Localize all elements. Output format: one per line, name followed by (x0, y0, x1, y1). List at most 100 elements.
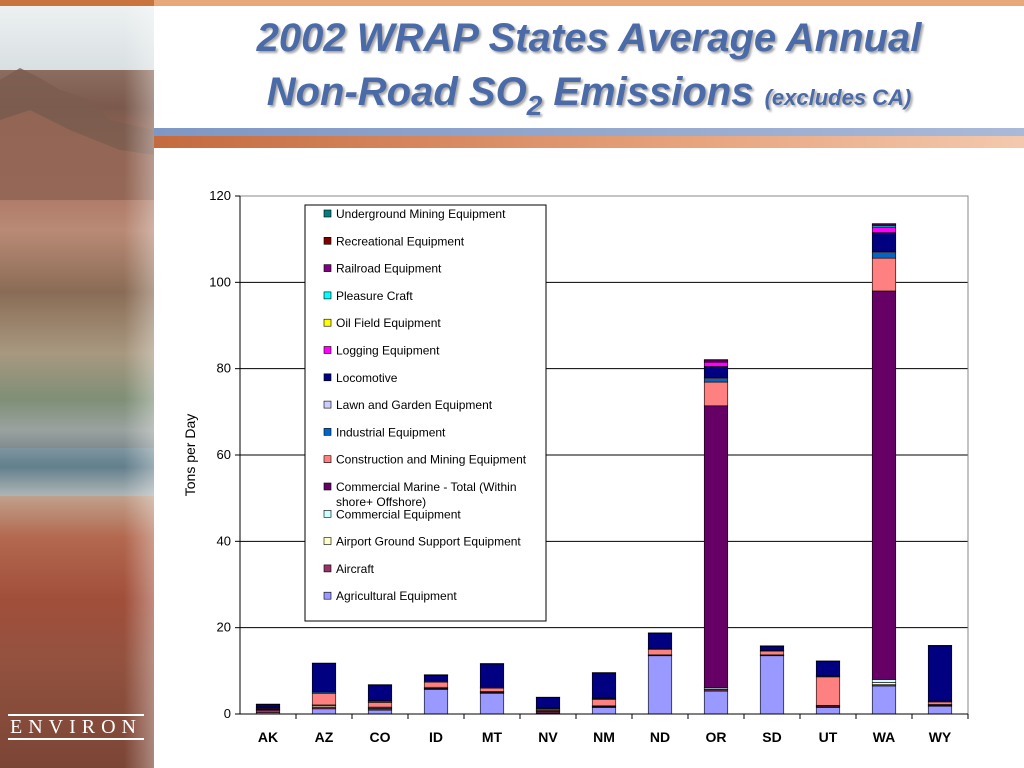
title-main: Non-Road SO (266, 70, 527, 114)
bar-segment (759, 650, 785, 656)
y-axis-label: Tons per Day (182, 414, 198, 496)
legend-swatch (323, 291, 332, 300)
bar-segment (311, 708, 337, 715)
legend-label: Commercial Marine - Total (Within shore+ … (336, 480, 517, 509)
bar-segment (759, 645, 785, 651)
bar-segment (815, 661, 841, 676)
x-tick-label: WA (873, 729, 896, 745)
legend-swatch (323, 373, 332, 382)
bar-segment (927, 701, 953, 705)
bar-segment (703, 361, 729, 367)
bar-segment (871, 685, 897, 715)
bar-segment (647, 648, 673, 656)
y-tick-labels: 0 20 40 60 80 100 120 (209, 188, 240, 721)
x-tick-label: AK (258, 729, 278, 745)
bar-segment (927, 645, 953, 647)
bar-segment (479, 663, 505, 688)
photo-sky (0, 0, 154, 70)
legend-swatch (323, 591, 332, 600)
y-tick-label: 60 (217, 447, 231, 462)
x-tick-labels: AK AZ CO ID MT NV NM ND OR SD UT WA WY (258, 714, 969, 745)
title-rule-blue (154, 128, 1024, 136)
bar-segment (423, 675, 449, 682)
legend-swatch (323, 509, 332, 518)
bar-segment (367, 684, 393, 686)
bar-segment (871, 223, 897, 225)
x-tick-label: NM (593, 729, 615, 745)
bar-segment (815, 660, 841, 662)
bar-segment (479, 692, 505, 715)
legend-swatch (323, 455, 332, 464)
bar-segment (255, 704, 281, 708)
bar-segment (703, 359, 729, 361)
x-tick-label: ID (429, 729, 443, 745)
legend-label: Logging Equipment (336, 344, 440, 358)
y-tick-label: 40 (217, 533, 231, 548)
bar-segment (367, 702, 393, 708)
bar-segment (591, 672, 617, 674)
legend-swatch (323, 346, 332, 354)
bar-segment (703, 366, 729, 379)
x-tick-label: OR (706, 729, 727, 745)
legend-label: Oil Field Equipment (336, 316, 441, 330)
bar-segment (871, 252, 897, 259)
legend-label: Underground Mining Equipment (336, 207, 506, 221)
bar-segment (367, 684, 393, 701)
bar-segment (703, 690, 729, 715)
legend-label: Lawn and Garden Equipment (336, 398, 493, 412)
legend-swatch (323, 318, 332, 327)
bar-segment (591, 699, 617, 707)
slide-title-line1: 2002 WRAP States Average Annual (256, 16, 922, 60)
slide-title-line2: Non-Road SO2 Emissions (excludes CA) (154, 68, 1024, 122)
x-tick-label: ND (650, 729, 670, 745)
y-tick-label: 20 (217, 620, 231, 635)
legend-swatch (323, 264, 332, 272)
legend-label: Locomotive (336, 371, 398, 385)
legend-label: Recreational Equipment (336, 234, 465, 248)
bar-segment (367, 709, 393, 715)
bar-segment (871, 226, 897, 233)
legend-swatch (323, 209, 332, 218)
canyon-photo: ENVIRON (0, 0, 154, 768)
photo-cliffs (0, 68, 154, 200)
legend: Underground Mining Equipment Recreational… (304, 204, 547, 622)
x-tick-label: CO (370, 729, 391, 745)
y-tick-label: 0 (224, 706, 231, 721)
bar-segment (703, 405, 729, 688)
bar-segment (759, 655, 785, 715)
legend-swatch (323, 400, 332, 409)
bar-segment (423, 681, 449, 688)
legend-label: Pleasure Craft (336, 289, 413, 303)
x-tick-label: MT (482, 729, 503, 745)
x-tick-label: SD (762, 729, 781, 745)
bar-segment (535, 696, 561, 698)
bar-segment (647, 632, 673, 634)
bar-segment (255, 709, 281, 714)
x-tick-label: UT (819, 729, 838, 745)
bar-segment (255, 703, 281, 705)
x-tick-label: NV (538, 729, 558, 745)
photo-river (0, 448, 154, 496)
legend-label: Agricultural Equipment (336, 589, 457, 603)
title-rule-orange (154, 136, 1024, 148)
legend-label: Industrial Equipment (336, 425, 446, 439)
bar-segment (703, 378, 729, 383)
bar-segment (311, 663, 337, 692)
y-tick-label: 100 (209, 274, 231, 289)
title-note: (excludes CA) (764, 85, 912, 110)
bar-segment (591, 672, 617, 699)
bar-segment (479, 663, 505, 665)
bar-segment (311, 692, 337, 706)
legend-label: Construction and Mining Equipment (336, 453, 527, 467)
bar-segment (815, 707, 841, 715)
legend-label: Railroad Equipment (336, 262, 442, 276)
legend-box (304, 204, 547, 622)
legend-label: Commercial Equipment (336, 507, 461, 521)
bar-segment (871, 232, 897, 252)
bar-segment (423, 674, 449, 676)
legend-swatch (323, 564, 332, 573)
legend-swatch (323, 482, 332, 491)
legend-swatch (323, 428, 332, 436)
bar-segment (479, 687, 505, 692)
